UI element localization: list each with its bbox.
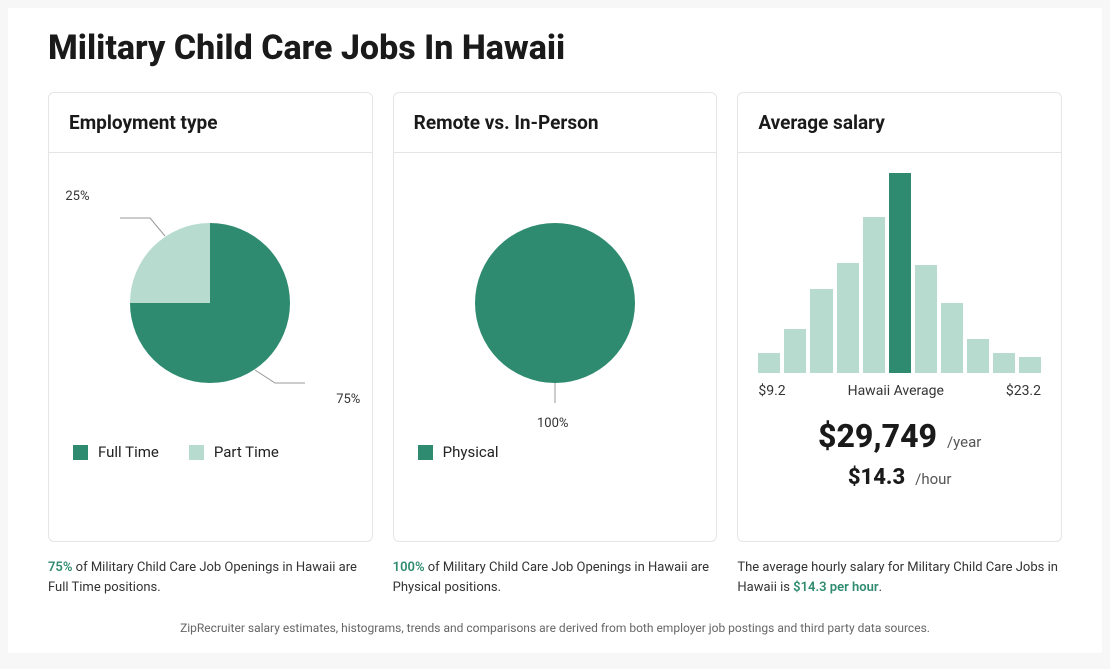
employment-caption-rest: of Military Child Care Job Openings in H… bbox=[48, 560, 357, 595]
employment-card: Employment type 25% 75% Full Time bbox=[48, 92, 373, 542]
remote-column: Remote vs. In-Person 100% Physical bbox=[393, 92, 718, 597]
salary-caption-pre: The average hourly salary for Military C… bbox=[737, 560, 1058, 595]
legend-label: Physical bbox=[443, 443, 499, 461]
legend-label: Part Time bbox=[214, 443, 279, 461]
salary-histogram bbox=[758, 173, 1041, 373]
salary-caption-post: . bbox=[879, 580, 882, 595]
swatch-icon bbox=[73, 445, 88, 460]
remote-legend: Physical bbox=[414, 443, 499, 461]
remote-caption-rest: of Military Child Care Job Openings in H… bbox=[393, 560, 709, 595]
employment-pie-chart bbox=[110, 203, 310, 403]
page: Military Child Care Jobs In Hawaii Emplo… bbox=[8, 8, 1102, 653]
histogram-bar bbox=[967, 339, 989, 373]
remote-pie-label-physical: 100% bbox=[537, 416, 568, 431]
salary-column: Average salary $9.2 Hawaii Average $23.2… bbox=[737, 92, 1062, 597]
salary-card-body: $9.2 Hawaii Average $23.2 $29,749 /year … bbox=[738, 153, 1061, 541]
histogram-bar bbox=[863, 217, 885, 373]
employment-pie-label-fulltime: 75% bbox=[336, 392, 360, 407]
histogram-bar bbox=[941, 303, 963, 373]
swatch-icon bbox=[418, 445, 433, 460]
histogram-bar bbox=[837, 263, 859, 373]
remote-pie-chart bbox=[455, 203, 655, 403]
salary-hour-unit: /hour bbox=[915, 470, 951, 488]
employment-caption-highlight: 75% bbox=[48, 560, 72, 575]
histogram-bar bbox=[1019, 357, 1041, 373]
swatch-icon bbox=[189, 445, 204, 460]
remote-card-header: Remote vs. In-Person bbox=[394, 93, 717, 153]
remote-pie-wrap: 100% bbox=[455, 203, 655, 403]
histogram-bar bbox=[810, 289, 832, 373]
employment-pie-wrap: 25% 75% bbox=[110, 203, 310, 403]
salary-card-header: Average salary bbox=[738, 93, 1061, 153]
histogram-bar bbox=[784, 329, 806, 373]
employment-card-title: Employment type bbox=[69, 111, 352, 134]
remote-card: Remote vs. In-Person 100% Physical bbox=[393, 92, 718, 542]
salary-year-row: $29,749 /year bbox=[818, 417, 981, 455]
histogram-bar bbox=[758, 353, 780, 373]
histogram-bar bbox=[915, 265, 937, 373]
employment-card-header: Employment type bbox=[49, 93, 372, 153]
salary-year-unit: /year bbox=[947, 433, 981, 451]
employment-legend-fulltime: Full Time bbox=[73, 443, 159, 461]
page-title: Military Child Care Jobs In Hawaii bbox=[48, 28, 1062, 68]
employment-legend-parttime: Part Time bbox=[189, 443, 279, 461]
salary-caption: The average hourly salary for Military C… bbox=[737, 558, 1062, 597]
employment-caption: 75% of Military Child Care Job Openings … bbox=[48, 558, 373, 597]
salary-card-title: Average salary bbox=[758, 111, 1041, 134]
salary-caption-highlight: $14.3 per hour bbox=[793, 580, 878, 595]
salary-hour-row: $14.3 /hour bbox=[848, 465, 952, 490]
remote-card-body: 100% Physical bbox=[394, 153, 717, 541]
legend-label: Full Time bbox=[98, 443, 159, 461]
salary-hour-value: $14.3 bbox=[848, 465, 905, 490]
footnote: ZipRecruiter salary estimates, histogram… bbox=[48, 621, 1062, 635]
employment-pie-label-parttime: 25% bbox=[65, 189, 89, 204]
remote-caption: 100% of Military Child Care Job Openings… bbox=[393, 558, 718, 597]
employment-legend: Full Time Part Time bbox=[69, 443, 279, 461]
histogram-bar bbox=[889, 173, 911, 373]
salary-axis-mid: Hawaii Average bbox=[848, 383, 944, 399]
remote-card-title: Remote vs. In-Person bbox=[414, 111, 697, 134]
remote-legend-physical: Physical bbox=[418, 443, 499, 461]
employment-card-body: 25% 75% Full Time Part Time bbox=[49, 153, 372, 541]
histogram-bar bbox=[993, 353, 1015, 373]
salary-year-value: $29,749 bbox=[818, 417, 937, 455]
employment-column: Employment type 25% 75% Full Time bbox=[48, 92, 373, 597]
salary-axis-low: $9.2 bbox=[758, 383, 785, 399]
salary-axis-row: $9.2 Hawaii Average $23.2 bbox=[758, 383, 1041, 399]
salary-card: Average salary $9.2 Hawaii Average $23.2… bbox=[737, 92, 1062, 542]
remote-caption-highlight: 100% bbox=[393, 560, 425, 575]
cards-row: Employment type 25% 75% Full Time bbox=[48, 92, 1062, 597]
salary-axis-high: $23.2 bbox=[1006, 383, 1041, 399]
